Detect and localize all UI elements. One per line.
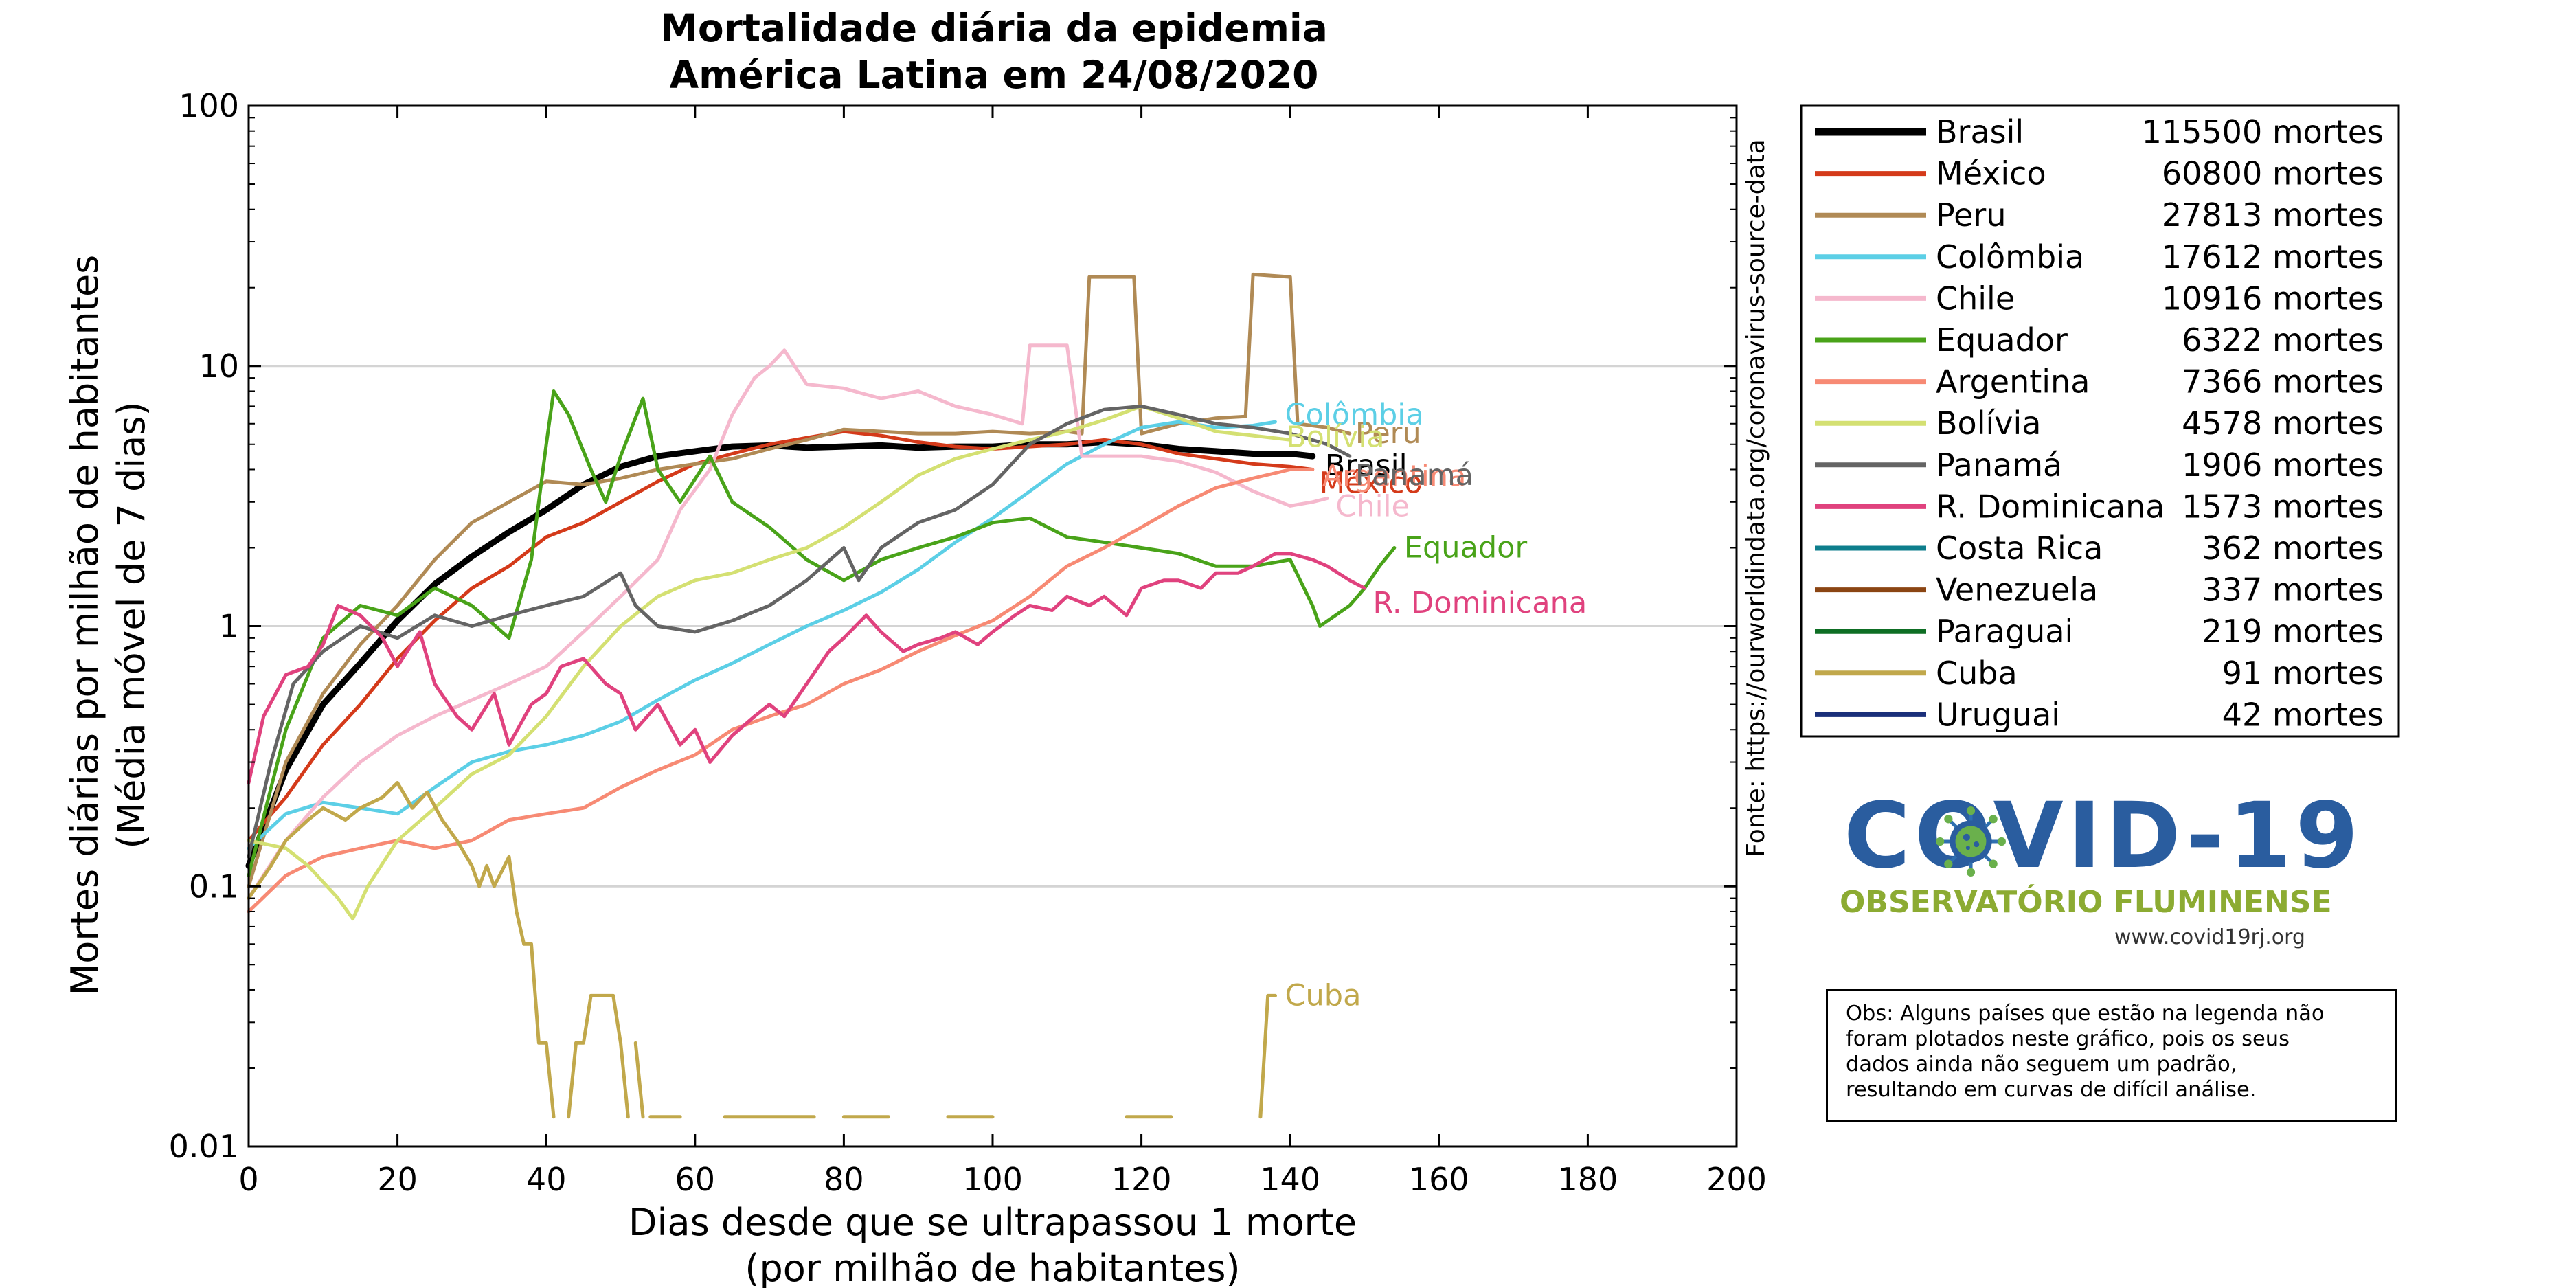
x-tick-label: 180 — [1557, 1161, 1618, 1198]
x-tick-label: 0 — [238, 1161, 258, 1198]
logo-title: COVID-19 — [1844, 783, 2363, 889]
x-tick-label: 80 — [824, 1161, 864, 1198]
x-tick-label: 140 — [1260, 1161, 1320, 1198]
x-axis-label-2: (por milhão de habitantes) — [745, 1247, 1240, 1288]
legend-name-r-dominicana: R. Dominicana — [1936, 488, 2165, 525]
y-tick-label: 0.01 — [169, 1128, 239, 1165]
legend-name-equador: Equador — [1936, 321, 2068, 359]
series-line-peru — [247, 272, 1352, 888]
legend-name-panama: Panamá — [1936, 447, 2062, 484]
obs-line-3: dados ainda não seguem um padrão, — [1846, 1052, 2237, 1076]
legend-deaths-colombia: 17612 mortes — [2162, 238, 2384, 275]
obs-line-4: resultando em curvas de difícil análise. — [1846, 1078, 2257, 1102]
series-line-chile — [247, 343, 1329, 901]
legend-deaths-costa-rica: 362 mortes — [2202, 530, 2384, 567]
series-label-r-dominicana: R. Dominicana — [1373, 586, 1588, 620]
legend-name-brasil: Brasil — [1936, 113, 2024, 150]
legend-deaths-panama: 1906 mortes — [2182, 447, 2384, 484]
legend-name-venezuela: Venezuela — [1936, 572, 2098, 609]
x-tick-label: 60 — [675, 1161, 716, 1198]
x-tick-label: 100 — [962, 1161, 1023, 1198]
series-label-brasil: Brasil — [1325, 449, 1408, 483]
legend-name-mexico: México — [1936, 155, 2046, 192]
series-line-bolivia — [247, 404, 1292, 921]
y-axis-label: Mortes diárias por milhão de habitantes — [63, 255, 106, 996]
legend-deaths-brasil: 115500 mortes — [2142, 113, 2384, 150]
legend-deaths-paraguai: 219 mortes — [2202, 613, 2384, 650]
legend-name-argentina: Argentina — [1936, 363, 2090, 400]
series-line-cuba — [1258, 993, 1277, 1119]
series-line-panama — [247, 404, 1352, 859]
series-line-equador — [247, 389, 1397, 878]
axis-ticks: 0.01 0.1 1 10 100 0 20 40 60 80 100 120 140 160 180 200 — [169, 87, 1767, 1198]
x-tick-label: 160 — [1409, 1161, 1469, 1198]
obs-line-2: foram plotados neste gráfico, pois os se… — [1846, 1027, 2290, 1051]
legend-deaths-venezuela: 337 mortes — [2202, 572, 2384, 609]
legend-deaths-chile: 10916 mortes — [2162, 280, 2384, 317]
series-label-bolivia: Bolívia — [1286, 420, 1384, 454]
y-tick-label: 10 — [199, 348, 239, 385]
y-tick-label: 1 — [219, 608, 239, 645]
series-line-cuba — [633, 1041, 645, 1119]
series-line-cuba — [567, 993, 630, 1119]
series-label-argentina: Argentina — [1322, 459, 1467, 493]
legend-name-cuba: Cuba — [1936, 655, 2018, 692]
series-label-equador: Equador — [1404, 530, 1528, 565]
legend: Brasil 115500 mortes México 60800 mortes Per… — [1815, 113, 2384, 733]
logo-subtitle: OBSERVATÓRIO FLUMINENSE — [1840, 885, 2332, 920]
legend-name-paraguai: Paraguai — [1936, 613, 2073, 650]
source-text: Fonte: https://ourworldindata.org/corona… — [1742, 139, 1770, 857]
x-tick-label: 200 — [1706, 1161, 1767, 1198]
logo-url: www.covid19rj.org — [2114, 925, 2305, 949]
legend-name-peru: Peru — [1936, 196, 2006, 234]
legend-deaths-uruguai: 42 mortes — [2222, 696, 2384, 733]
legend-deaths-r-dominicana: 1573 mortes — [2182, 488, 2384, 525]
covid19-logo: COVID-19 OBSERVATÓRIO FLUMINENSE www.cov… — [1833, 783, 2358, 955]
y-axis-label-2: (Média móvel de 7 dias) — [110, 401, 153, 848]
chart-subtitle: América Latina em 24/08/2020 — [670, 53, 1319, 97]
legend-name-bolivia: Bolívia — [1936, 405, 2041, 442]
series-lines — [245, 272, 1397, 1119]
virus-icon — [1936, 806, 2006, 877]
y-tick-label: 100 — [179, 87, 239, 124]
legend-deaths-argentina: 7366 mortes — [2182, 363, 2384, 400]
x-tick-label: 120 — [1111, 1161, 1172, 1198]
x-axis-label: Dias desde que se ultrapassou 1 morte — [629, 1201, 1357, 1244]
legend-name-chile: Chile — [1936, 280, 2015, 317]
series-label-chile: Chile — [1335, 489, 1410, 523]
legend-name-uruguai: Uruguai — [1936, 696, 2060, 733]
series-label-peru: Peru — [1355, 416, 1421, 451]
series-label-panama: Panamá — [1355, 458, 1473, 493]
series-label-cuba: Cuba — [1285, 978, 1362, 1013]
obs-note: Obs: Alguns países que estão na legenda … — [1826, 989, 2397, 1122]
x-tick-label: 20 — [377, 1161, 418, 1198]
series-label-colombia: Colômbia — [1285, 398, 1424, 432]
legend-deaths-equador: 6322 mortes — [2182, 321, 2384, 359]
y-tick-label: 0.1 — [189, 868, 239, 905]
legend-deaths-peru: 27813 mortes — [2162, 196, 2384, 234]
series-line-mexico — [247, 429, 1315, 843]
x-tick-label: 40 — [526, 1161, 567, 1198]
series-line-cuba — [247, 781, 556, 1119]
obs-line-1: Obs: Alguns países que estão na legenda … — [1846, 1002, 2325, 1026]
chart-title: Mortalidade diária da epidemia — [660, 6, 1328, 50]
legend-deaths-bolivia: 4578 mortes — [2182, 405, 2384, 442]
legend-name-costa-rica: Costa Rica — [1936, 530, 2103, 567]
series-label-mexico: México — [1320, 466, 1423, 500]
legend-deaths-mexico: 60800 mortes — [2162, 155, 2384, 192]
series-line-r-dominicana — [247, 552, 1366, 784]
legend-name-colombia: Colômbia — [1936, 238, 2084, 275]
legend-deaths-cuba: 91 mortes — [2222, 655, 2384, 692]
